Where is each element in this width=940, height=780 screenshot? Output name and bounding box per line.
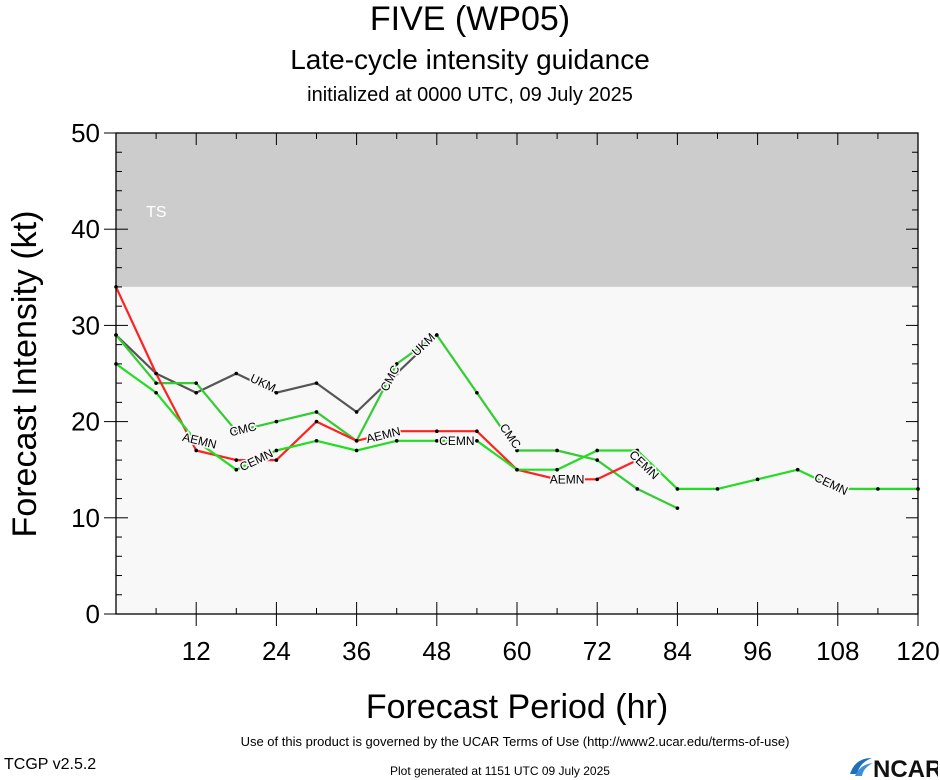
x-tick-label-120: 120	[896, 636, 939, 666]
series-lines	[114, 285, 920, 510]
data-point-cmc-14	[675, 506, 680, 510]
data-point-aemn-7	[394, 429, 399, 434]
y-axis-label: Forecast Intensity (kt)	[6, 211, 44, 538]
band-0	[116, 133, 918, 287]
data-point-cemn-14	[675, 487, 680, 491]
data-point-cmc-7	[394, 362, 399, 366]
data-point-aemn-12	[595, 477, 599, 482]
y-tick-label-40: 40	[71, 214, 100, 244]
data-point-ukm-2	[194, 390, 198, 395]
series-label-cemn-1: CEMN	[439, 434, 474, 448]
data-point-cmc-13	[635, 487, 640, 491]
data-point-cemn-11	[555, 467, 559, 472]
data-point-ukm-5	[314, 381, 319, 385]
data-point-cmc-4	[274, 419, 279, 424]
data-point-cemn-15	[715, 487, 720, 491]
x-tick-label-60: 60	[503, 636, 532, 666]
data-point-aemn-8	[435, 429, 439, 434]
data-point-cemn-6	[354, 448, 359, 453]
x-tick-label-108: 108	[816, 636, 859, 666]
chart-init-line: initialized at 0000 UTC, 09 July 2025	[307, 84, 633, 106]
data-point-cemn-7	[394, 439, 399, 443]
x-tick-label-48: 48	[422, 636, 451, 666]
data-point-cemn-2	[194, 439, 198, 443]
data-point-aemn-11	[555, 477, 559, 482]
x-tick-label-36: 36	[342, 636, 371, 666]
data-point-cemn-1	[154, 390, 158, 395]
y-tick-label-20: 20	[71, 407, 100, 437]
data-point-cmc-11	[555, 448, 559, 453]
y-tick-label-0: 0	[86, 599, 100, 629]
data-point-aemn-2	[194, 448, 198, 453]
data-point-cmc-5	[314, 410, 319, 414]
y-tick-label-30: 30	[71, 310, 100, 340]
data-point-cemn-13	[635, 448, 640, 453]
data-point-ukm-4	[274, 390, 279, 395]
version-label: TCGP v2.5.2	[4, 756, 97, 773]
chart-title: FIVE (WP05)	[369, 0, 571, 38]
data-point-cemn-3	[234, 467, 239, 472]
data-point-aemn-1	[154, 371, 158, 376]
axis-ticks: 0 10 20 30 40 50 12 24 36 48 60 72 84 96 108 120	[71, 118, 940, 666]
data-point-cmc-12	[595, 458, 599, 462]
generated-timestamp: Plot generated at 1151 UTC 09 July 2025	[390, 764, 610, 778]
data-point-ukm-3	[234, 371, 239, 376]
x-tick-label-72: 72	[583, 636, 612, 666]
chart-subtitle: Late-cycle intensity guidance	[290, 44, 650, 75]
x-tick-label-96: 96	[743, 636, 772, 666]
data-point-cmc-10	[515, 448, 519, 453]
x-tick-label-12: 12	[182, 636, 211, 666]
ncar-logo-icon: NCAR	[850, 756, 938, 780]
terms-of-use: Use of this product is governed by the U…	[240, 734, 790, 749]
svg-text:NCAR: NCAR	[873, 756, 938, 780]
band-label-0: TS	[146, 204, 166, 221]
data-point-aemn-3	[234, 458, 239, 462]
data-point-aemn-9	[475, 429, 479, 434]
data-point-cemn-10	[515, 467, 519, 472]
data-point-aemn-4	[274, 458, 279, 462]
data-point-cemn-5	[314, 439, 319, 443]
data-point-cemn-9	[475, 439, 479, 443]
x-tick-label-84: 84	[663, 636, 692, 666]
data-point-cemn-18	[836, 487, 840, 491]
data-point-cemn-16	[755, 477, 760, 482]
data-point-ukm-7	[394, 371, 399, 376]
data-point-cmc-8	[435, 333, 439, 337]
data-point-cemn-17	[795, 467, 800, 472]
data-point-cmc-3	[234, 429, 239, 434]
x-tick-label-24: 24	[262, 636, 291, 666]
data-point-aemn-6	[354, 439, 359, 443]
data-point-cemn-8	[435, 439, 439, 443]
data-point-ukm-6	[354, 410, 359, 414]
x-axis-label: Forecast Period (hr)	[366, 688, 668, 726]
data-point-aemn-13	[635, 458, 640, 462]
data-point-cmc-9	[475, 390, 479, 395]
data-point-cmc-2	[194, 381, 198, 385]
y-tick-label-50: 50	[71, 118, 100, 148]
series-line-aemn	[115, 286, 638, 481]
y-tick-label-10: 10	[71, 503, 100, 533]
data-point-cemn-12	[595, 448, 599, 453]
data-point-aemn-5	[314, 419, 319, 424]
data-point-cmc-1	[154, 381, 158, 385]
data-point-cemn-19	[876, 487, 880, 491]
data-point-cemn-4	[274, 448, 279, 453]
series-label-aemn-2: AEMN	[550, 472, 585, 486]
